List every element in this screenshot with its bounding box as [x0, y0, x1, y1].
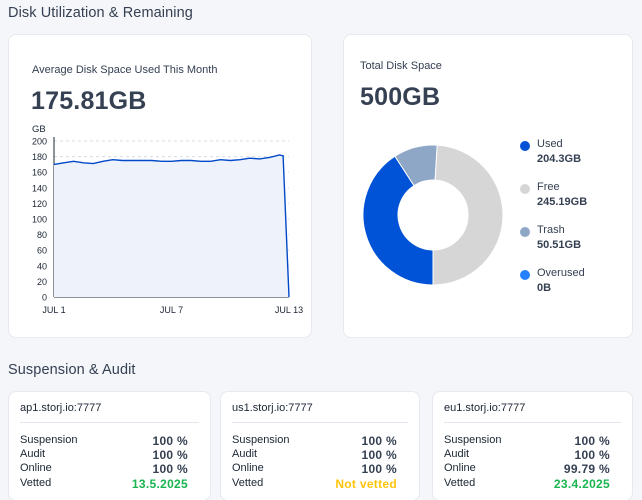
y-tick-label: 40 [37, 261, 47, 271]
suspension-row: Suspension 100 % [20, 434, 188, 448]
legend-value-trash: 50.51GB [537, 239, 582, 251]
vetted-row: Vetted 23.4.2025 [444, 477, 610, 491]
x-tick-label: JUL 1 [42, 305, 65, 315]
y-axis-unit-label: GB [32, 124, 46, 135]
online-row: Online 99.79 % [444, 462, 610, 476]
legend-dot-used [520, 141, 530, 151]
disk-space-donut-chart [362, 144, 504, 286]
usage-line [53, 154, 290, 298]
y-tick-label: 120 [32, 199, 47, 209]
average-disk-space-card: Average Disk Space Used This Month 175.8… [8, 34, 312, 338]
suspension-value: 100 % [152, 434, 188, 448]
vetted-label: Vetted [444, 477, 476, 489]
satellite-name: us1.storj.io:7777 [232, 402, 313, 414]
suspension-label: Suspension [232, 434, 290, 446]
online-label: Online [444, 462, 476, 474]
suspension-audit-section-title: Suspension & Audit [8, 362, 136, 378]
satellite-card: eu1.storj.io:7777 Suspension 100 % Audit… [432, 391, 633, 500]
average-disk-space-value: 175.81GB [31, 87, 147, 115]
divider [232, 422, 408, 423]
divider [444, 422, 621, 423]
y-tick-label: 100 [32, 215, 47, 225]
audit-row: Audit 100 % [232, 448, 397, 462]
vetted-label: Vetted [232, 477, 264, 489]
legend-value-used: 204.3GB [537, 153, 582, 165]
disk-utilization-section-title: Disk Utilization & Remaining [8, 5, 193, 21]
online-value: 99.79 % [563, 462, 610, 476]
vetted-value: 23.4.2025 [553, 477, 610, 491]
y-tick-label: 0 [42, 293, 47, 303]
suspension-label: Suspension [20, 434, 78, 446]
legend-label-trash: Trash [537, 224, 565, 236]
online-value: 100 % [361, 462, 397, 476]
average-disk-space-label: Average Disk Space Used This Month [32, 64, 218, 76]
x-tick-label: JUL 13 [275, 305, 303, 315]
vetted-value: Not vetted [335, 477, 397, 491]
suspension-value: 100 % [574, 434, 610, 448]
vetted-row: Vetted Not vetted [232, 477, 397, 491]
vetted-row: Vetted 13.5.2025 [20, 477, 188, 491]
x-tick-label: JUL 7 [160, 305, 183, 315]
suspension-row: Suspension 100 % [232, 434, 397, 448]
legend-dot-overused [520, 270, 530, 280]
audit-row: Audit 100 % [20, 448, 188, 462]
legend-dot-trash [520, 227, 530, 237]
y-tick-label: 140 [32, 183, 47, 193]
disk-usage-area-chart: GB 0 20 40 60 80 100 120 140 160 180 200 JUL 1 JUL 7 J… [32, 124, 303, 315]
satellite-name: eu1.storj.io:7777 [444, 402, 526, 414]
vetted-label: Vetted [20, 477, 52, 489]
satellite-name: ap1.storj.io:7777 [20, 402, 102, 414]
legend-dot-free [520, 184, 530, 194]
legend-label-used: Used [537, 138, 563, 150]
donut-slice-used [362, 155, 434, 286]
audit-label: Audit [232, 448, 258, 460]
suspension-label: Suspension [444, 434, 502, 446]
y-tick-label: 160 [32, 168, 47, 178]
y-tick-label: 60 [37, 246, 47, 256]
online-row: Online 100 % [232, 462, 397, 476]
online-label: Online [20, 462, 52, 474]
legend-label-overused: Overused [537, 267, 585, 279]
legend-value-overused: 0B [537, 282, 552, 294]
total-disk-space-value: 500GB [360, 83, 441, 111]
satellite-card: ap1.storj.io:7777 Suspension 100 % Audit… [8, 391, 211, 500]
y-tick-label: 180 [32, 152, 47, 162]
total-disk-space-label: Total Disk Space [360, 60, 442, 72]
y-tick-label: 80 [37, 230, 47, 240]
y-tick-label: 20 [37, 277, 47, 287]
online-label: Online [232, 462, 264, 474]
vetted-value: 13.5.2025 [131, 477, 188, 491]
satellite-card: us1.storj.io:7777 Suspension 100 % Audit… [220, 391, 420, 500]
online-value: 100 % [152, 462, 188, 476]
donut-slice-free [432, 144, 504, 286]
audit-row: Audit 100 % [444, 448, 610, 462]
audit-label: Audit [20, 448, 46, 460]
suspension-row: Suspension 100 % [444, 434, 610, 448]
legend-value-free: 245.19GB [537, 196, 588, 208]
online-row: Online 100 % [20, 462, 188, 476]
total-disk-space-card: Total Disk Space 500GB Used 204.3GB Free… [343, 34, 633, 338]
audit-value: 100 % [574, 448, 610, 462]
audit-value: 100 % [152, 448, 188, 462]
audit-value: 100 % [361, 448, 397, 462]
suspension-value: 100 % [361, 434, 397, 448]
audit-label: Audit [444, 448, 470, 460]
y-tick-label: 200 [32, 137, 47, 147]
usage-area-fill [54, 155, 289, 297]
divider [20, 422, 199, 423]
legend-label-free: Free [537, 181, 560, 193]
